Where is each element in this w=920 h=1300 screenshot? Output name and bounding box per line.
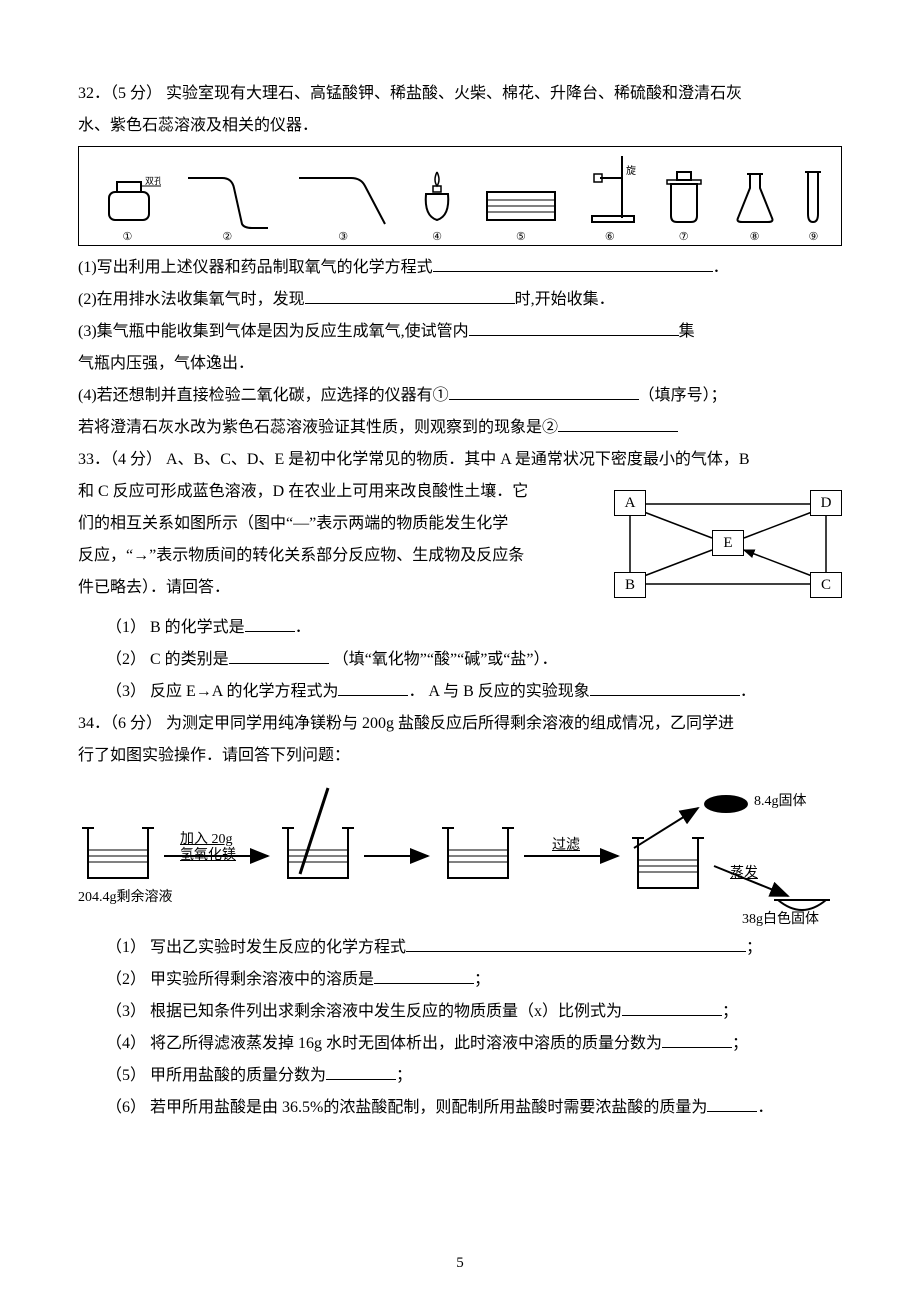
node-C: C: [810, 572, 842, 598]
q32-4c: 若将澄清石灰水改为紫色石蕊溶液验证其性质，则观察到的现象是②: [78, 412, 842, 444]
q34-q2: （2） 甲实验所得剩余溶液中的溶质是 ；: [78, 964, 842, 996]
q33-graph: A D E B C: [614, 480, 842, 608]
q32-stem-line1: 32．（5 分） 实验室现有大理石、高锰酸钾、稀盐酸、火柴、棉花、升降台、稀硫酸…: [78, 78, 842, 110]
q34-label-filter: 过滤: [552, 832, 580, 860]
q34-diagram: 204.4g剩余溶液 加入 20g 氢氧化镁 过滤 8.4g固体 蒸发 38g白…: [78, 778, 842, 928]
q34-q4a: （4） 将乙所得滤液蒸发掉 16g 水时无固体析出，此时溶液中溶质的质量分数为: [106, 1035, 662, 1052]
blank[interactable]: [449, 384, 639, 400]
apparatus-label-6: ⑥: [605, 232, 615, 243]
apparatus-label-1: ①: [123, 232, 133, 243]
apparatus-2: ②: [182, 164, 272, 243]
q34-label-add2: 氢氧化镁: [180, 842, 236, 870]
q34-label-solid1: 8.4g固体: [754, 788, 807, 816]
q32-4a: (4)若还想制并直接检验二氧化碳，应选择的仪器有①: [78, 387, 449, 404]
apparatus-3: ③: [293, 164, 393, 243]
blank[interactable]: [662, 1032, 732, 1048]
q32-3a: (3)集气瓶中能收集到气体是因为反应生成氧气,使试管内: [78, 323, 469, 340]
q34-q5: （5） 甲所用盐酸的质量分数为 ；: [78, 1060, 842, 1092]
blank[interactable]: [326, 1064, 396, 1080]
q33-q1-tail: ．: [295, 619, 311, 636]
blank[interactable]: [406, 936, 746, 952]
apparatus-label-4: ④: [432, 232, 442, 243]
q32-3c: 气瓶内压强，气体逸出．: [78, 348, 842, 380]
q34-label-solid2: 38g白色固体: [742, 906, 819, 934]
q34-q5b: ；: [396, 1067, 412, 1084]
q32-2b: 时,开始收集．: [515, 291, 615, 308]
node-B: B: [614, 572, 646, 598]
blank[interactable]: [305, 288, 515, 304]
apparatus-label-9: ⑨: [809, 232, 819, 243]
q34-label-evap: 蒸发: [730, 860, 758, 888]
svg-text:旋: 旋: [626, 164, 636, 177]
apparatus-9: ⑨: [800, 164, 826, 243]
q33-q1-text: （1） B 的化学式是: [106, 619, 245, 636]
q32-4c-text: 若将澄清石灰水改为紫色石蕊溶液验证其性质，则观察到的现象是②: [78, 419, 558, 436]
apparatus-label-2: ②: [222, 232, 232, 243]
q33-stem: 33．（4 分） A、B、C、D、E 是初中化学常见的物质．其中 A 是通常状况…: [78, 444, 842, 476]
q32-3: (3)集气瓶中能收集到气体是因为反应生成氧气,使试管内 集: [78, 316, 842, 348]
blank[interactable]: [558, 416, 678, 432]
node-D: D: [810, 490, 842, 516]
q32-3b: 集: [679, 323, 695, 340]
apparatus-label-7: ⑦: [679, 232, 689, 243]
q33-q1: （1） B 的化学式是 ．: [78, 612, 842, 644]
node-E: E: [712, 530, 744, 556]
q34-label-left: 204.4g剩余溶液: [78, 884, 173, 912]
q32-1-text: (1)写出利用上述仪器和药品制取氧气的化学方程式: [78, 259, 433, 276]
q34-q6: （6） 若甲所用盐酸是由 36.5%的浓盐酸配制，则配制所用盐酸时需要浓盐酸的质…: [78, 1092, 842, 1124]
apparatus-6: 旋 ⑥: [582, 152, 638, 243]
node-A: A: [614, 490, 646, 516]
q32-stem-line2: 水、紫色石蕊溶液及相关的仪器．: [78, 110, 842, 142]
q34-q2a: （2） 甲实验所得剩余溶液中的溶质是: [106, 971, 374, 988]
q32-1-tail: ．: [713, 259, 729, 276]
q33-q3b: ． A 与 B 反应的实验现象: [408, 683, 589, 700]
page-number: 5: [0, 1248, 920, 1278]
q33-q3a: （3） 反应 E→A 的化学方程式为: [106, 683, 338, 700]
q33-q2b: （填“氧化物”“酸”“碱”或“盐”）．: [329, 651, 558, 668]
q33-q2a: （2） C 的类别是: [106, 651, 229, 668]
blank[interactable]: [469, 320, 679, 336]
blank[interactable]: [245, 616, 295, 632]
q34-q2b: ；: [474, 971, 490, 988]
q34-stem2: 行了如图实验操作．请回答下列问题：: [78, 740, 842, 772]
apparatus-8: ⑧: [730, 164, 780, 243]
q34-q1-text: （1） 写出乙实验时发生反应的化学方程式: [106, 939, 406, 956]
apparatus-7: ⑦: [659, 164, 709, 243]
apparatus-label-5: ⑤: [516, 232, 526, 243]
blank[interactable]: [229, 648, 329, 664]
q33-q2: （2） C 的类别是 （填“氧化物”“酸”“碱”或“盐”）．: [78, 644, 842, 676]
q32-4b: （填序号）；: [639, 387, 727, 404]
q34-q3b: ；: [722, 1003, 738, 1020]
apparatus-4: ④: [414, 164, 460, 243]
two-hole-label: 双孔: [145, 176, 161, 186]
q34-q6a: （6） 若甲所用盐酸是由 36.5%的浓盐酸配制，则配制所用盐酸时需要浓盐酸的质…: [106, 1099, 707, 1116]
q33-q3: （3） 反应 E→A 的化学方程式为 ． A 与 B 反应的实验现象 ．: [78, 676, 842, 708]
q32-4: (4)若还想制并直接检验二氧化碳，应选择的仪器有① （填序号）；: [78, 380, 842, 412]
apparatus-label-8: ⑧: [750, 232, 760, 243]
q34-q4b: ；: [732, 1035, 748, 1052]
q32-2: (2)在用排水法收集氧气时，发现 时,开始收集．: [78, 284, 842, 316]
q34-q1: （1） 写出乙实验时发生反应的化学方程式 ；: [78, 932, 842, 964]
blank[interactable]: [707, 1096, 757, 1112]
q32-2a: (2)在用排水法收集氧气时，发现: [78, 291, 305, 308]
apparatus-figure: 双孔 ① ② ③ ④ ⑤: [78, 146, 842, 246]
blank[interactable]: [338, 680, 408, 696]
q34-q3a: （3） 根据已知条件列出求剩余溶液中发生反应的物质质量（x）比例式为: [106, 1003, 622, 1020]
q34-q4: （4） 将乙所得滤液蒸发掉 16g 水时无固体析出，此时溶液中溶质的质量分数为 ；: [78, 1028, 842, 1060]
q34-q6b: ．: [757, 1099, 773, 1116]
q32-1: (1)写出利用上述仪器和药品制取氧气的化学方程式 ．: [78, 252, 842, 284]
q34-q1-tail: ；: [746, 939, 762, 956]
q34-q3: （3） 根据已知条件列出求剩余溶液中发生反应的物质质量（x）比例式为 ；: [78, 996, 842, 1028]
blank[interactable]: [433, 256, 713, 272]
blank[interactable]: [622, 1000, 722, 1016]
blank[interactable]: [374, 968, 474, 984]
apparatus-label-3: ③: [338, 232, 348, 243]
apparatus-1: 双孔 ①: [93, 164, 161, 243]
q33-q3-tail: ．: [740, 683, 756, 700]
q34-stem1: 34．（6 分） 为测定甲同学用纯净镁粉与 200g 盐酸反应后所得剩余溶液的组…: [78, 708, 842, 740]
q34-q5a: （5） 甲所用盐酸的质量分数为: [106, 1067, 326, 1084]
apparatus-5: ⑤: [481, 164, 561, 243]
blank[interactable]: [590, 680, 740, 696]
